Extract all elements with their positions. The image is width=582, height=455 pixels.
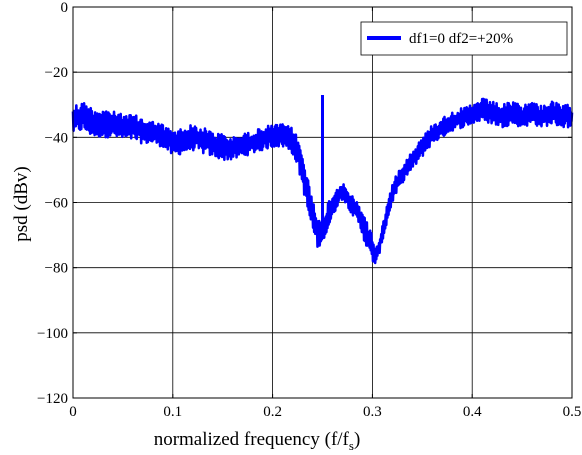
x-tick-label: 0 [69, 404, 77, 420]
y-tick-label: −40 [45, 130, 68, 146]
x-axis-label-main: normalized frequency (f/f [154, 429, 350, 450]
y-tick-label: −20 [45, 65, 68, 81]
y-axis-label: psd (dBv) [11, 166, 32, 241]
x-tick-label: 0.2 [263, 404, 282, 420]
y-tick-label: −60 [45, 196, 68, 212]
legend: df1=0 df2=+20% [360, 21, 568, 56]
y-tick-label: 0 [61, 0, 69, 16]
legend-label: df1=0 df2=+20% [409, 31, 513, 47]
x-axis-label: normalized frequency (f/fs) [154, 429, 361, 453]
y-tick-label: −100 [37, 326, 68, 342]
x-tick-label: 0.5 [563, 404, 582, 420]
axis-ticks: 0 0.1 0.2 0.3 0.4 0.5 0 −20 −40 −60 −80 −100 −120 [37, 0, 581, 420]
series-layer [71, 94, 574, 265]
x-tick-label: 0.1 [163, 404, 182, 420]
x-tick-label: 0.4 [463, 404, 482, 420]
y-tick-label: −120 [37, 391, 68, 407]
x-tick-label: 0.3 [363, 404, 382, 420]
x-axis-label-close: ) [354, 429, 360, 450]
y-tick-label: −80 [45, 261, 68, 277]
x-axis-label-subscript: s [349, 438, 354, 453]
